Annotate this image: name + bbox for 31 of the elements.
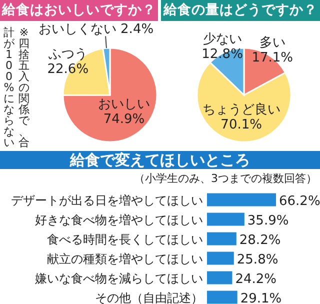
y-tick-label: デザートが出る日を増やしてほしい (11, 193, 203, 208)
bar (207, 271, 232, 284)
y-tick-label: 食べる時間を長くしてほしい (47, 232, 203, 246)
slice-label: 少ない (202, 32, 242, 47)
data-label: 28.2% (239, 232, 281, 248)
data-label: 70.1% (220, 118, 262, 133)
data-label: 74.9% (103, 112, 145, 127)
bar (207, 193, 276, 206)
slice-label: おいしくない 2.4% (38, 22, 154, 37)
bar (207, 290, 238, 304)
chart-title: 給食の量はどうですか？ (161, 0, 320, 21)
slice-label: おいしい (98, 96, 150, 112)
chart-subtitle: （小学生のみ、3つまでの複数回答） (134, 172, 317, 185)
data-label: 66.2% (279, 194, 320, 209)
data-label: 24.2% (235, 272, 277, 287)
y-tick-label: その他（自由記述） (95, 290, 203, 304)
data-label: 35.9% (247, 213, 289, 228)
bar (207, 252, 234, 265)
slice-label: ふつう (47, 46, 88, 62)
bar (207, 232, 236, 246)
y-tick-label: 好きな食べ物を増やしてほしい (35, 212, 203, 227)
y-tick-label: 嫌いな食べ物を減らしてほしい (35, 271, 203, 286)
chart-title: 給食で変えてほしいところ (0, 151, 320, 169)
text: ※四捨五入の関係で、合計が100%にならない (4, 26, 30, 149)
data-label: 25.8% (236, 252, 278, 268)
slice-label: 多い (259, 35, 286, 50)
data-label: 29.1% (240, 291, 282, 304)
bar (207, 212, 244, 226)
y-tick-label: 献立の種類を増やしてほしい (47, 252, 203, 266)
slice-label: ちょうど良い (202, 102, 280, 118)
chart-title: 給食はおいしいですか？ (0, 0, 158, 21)
